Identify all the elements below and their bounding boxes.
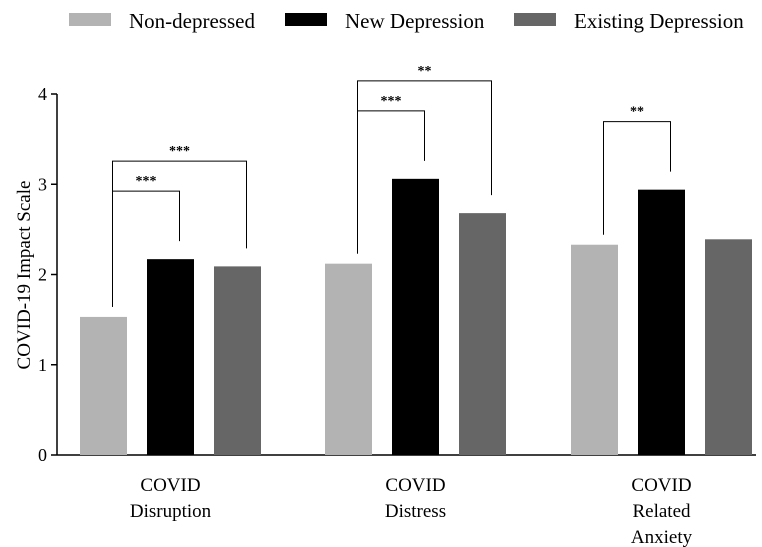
y-axis-label: COVID-19 Impact Scale	[14, 181, 35, 370]
y-tick-label: 2	[38, 265, 47, 285]
significance-brackets: *************	[112, 64, 671, 307]
bar	[392, 178, 439, 455]
x-axis: COVID Disruption COVID Distress COVID Related…	[57, 454, 756, 547]
bars	[80, 178, 752, 456]
legend-swatch	[69, 13, 111, 26]
significance-bracket	[112, 160, 247, 307]
significance-label: **	[630, 105, 644, 120]
legend-label: Non-depressed	[129, 9, 255, 33]
significance-bracket	[603, 121, 671, 235]
x-category-label: COVID	[631, 475, 691, 496]
bar	[147, 259, 194, 455]
legend-label: Existing Depression	[574, 9, 744, 33]
bar	[638, 189, 685, 456]
bar	[459, 213, 506, 455]
legend: Non-depressed New Depression Existing Depr…	[69, 9, 744, 33]
legend-label: New Depression	[345, 9, 485, 33]
x-category-label: Anxiety	[631, 527, 693, 547]
legend-swatch	[514, 13, 556, 26]
x-category-label: Related	[632, 501, 691, 522]
bar	[214, 266, 261, 455]
y-tick-label: 1	[38, 355, 47, 375]
bar	[80, 316, 127, 455]
x-category-label: COVID	[385, 475, 445, 496]
significance-label: ***	[136, 174, 157, 189]
y-axis: 0 1 2 3 4	[38, 84, 58, 465]
x-category-label: Distress	[385, 501, 446, 522]
legend-swatch	[285, 13, 327, 26]
bar	[325, 263, 372, 455]
y-tick-label: 3	[38, 174, 47, 194]
significance-label: **	[418, 64, 432, 79]
x-category-label: COVID	[140, 475, 200, 496]
y-tick-label: 4	[38, 84, 47, 104]
bar	[705, 239, 752, 455]
significance-label: ***	[169, 144, 190, 159]
y-tick-label: 0	[38, 445, 47, 465]
significance-bracket	[357, 80, 492, 254]
significance-label: ***	[381, 94, 402, 109]
x-category-label: Disruption	[130, 501, 212, 522]
bar	[571, 244, 618, 455]
